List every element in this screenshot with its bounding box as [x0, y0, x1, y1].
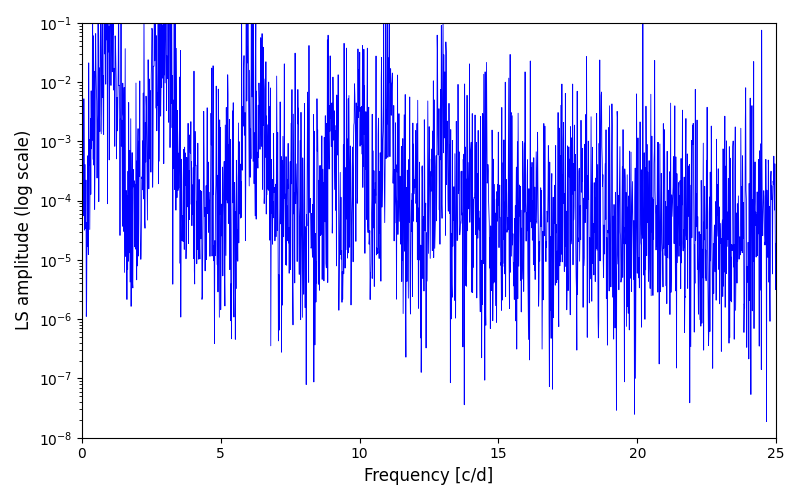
X-axis label: Frequency [c/d]: Frequency [c/d]: [364, 467, 494, 485]
Y-axis label: LS amplitude (log scale): LS amplitude (log scale): [15, 130, 33, 330]
